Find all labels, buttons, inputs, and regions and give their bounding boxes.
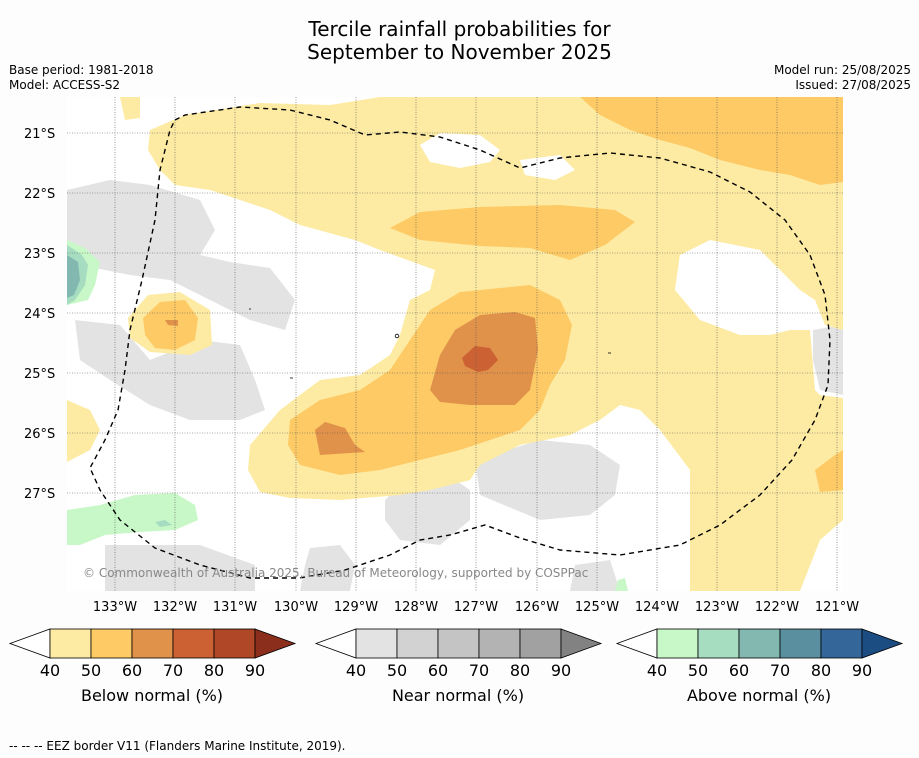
near-normal-colorbar: 40 50 60 70 80 90: [314, 628, 603, 680]
colorbar-under-triangle: [8, 628, 51, 659]
white-gap-2: [520, 155, 575, 180]
colorbar-segment: [437, 628, 480, 659]
above-normal-regions: [67, 240, 628, 591]
colorbar-segment: [49, 628, 92, 659]
colorbar-segment: [779, 628, 822, 659]
colorbar-tick-label: 50: [688, 661, 708, 680]
run-info: Model run: 25/08/2025 Issued: 27/08/2025: [774, 63, 911, 93]
lon-label: 132°W: [153, 600, 197, 615]
colorbar-segment: [131, 628, 174, 659]
colorbar-tick-label: 90: [852, 661, 872, 680]
lat-label: 23°S: [24, 247, 55, 262]
above-normal-label: Above normal (%): [686, 686, 832, 705]
lon-label: 125°W: [575, 600, 619, 615]
colorbar-tick-label: 60: [122, 661, 142, 680]
colorbar-over-triangle: [560, 628, 603, 659]
colorbar-segment: [697, 628, 740, 659]
colorbar-tick-label: 80: [204, 661, 224, 680]
model-run: Model run: 25/08/2025: [773, 63, 911, 77]
island-marks: [249, 308, 611, 379]
lon-label: 126°W: [515, 600, 559, 615]
lat-label: 25°S: [24, 367, 55, 382]
copyright-watermark: © Commonwealth of Australia 2025, Bureau…: [83, 566, 588, 580]
colorbar-under-triangle: [314, 628, 357, 659]
eez-border: [89, 106, 831, 579]
map-title: Tercile rainfall probabilities for Septe…: [0, 18, 919, 64]
colorbar-tick-label: 80: [811, 661, 831, 680]
below-normal-label: Below normal (%): [80, 686, 224, 705]
lat-label: 27°S: [24, 487, 55, 502]
lon-label: 123°W: [695, 600, 739, 615]
white-gap-3: [675, 245, 745, 320]
colorbar-segment: [355, 628, 398, 659]
colorbar-segment: [656, 628, 699, 659]
title-line-1: Tercile rainfall probabilities for: [308, 17, 611, 41]
colorbar-segment: [172, 628, 215, 659]
lat-label: 22°S: [24, 187, 55, 202]
lat-label: 24°S: [24, 307, 55, 322]
colorbar-tick-label: 50: [81, 661, 101, 680]
lon-label: 131°W: [213, 600, 257, 615]
colorbar-tick-label: 40: [346, 661, 366, 680]
colorbar-segment: [396, 628, 439, 659]
lon-label: 128°W: [394, 600, 438, 615]
below-normal-colorbar: 40 50 60 70 80 90: [8, 628, 297, 680]
near-normal-regions: [67, 115, 843, 591]
issued-date: Issued: 27/08/2025: [795, 78, 911, 92]
lat-label: 21°S: [24, 127, 55, 142]
colorbars: 40 50 60 70 80 90 40 50 60 70 80 90 40 50 60 70 80 90: [8, 628, 904, 680]
colorbar-tick-label: 90: [551, 661, 571, 680]
lon-label: 124°W: [635, 600, 679, 615]
longitude-labels: 133°W 132°W 131°W 130°W 129°W 128°W 127°…: [93, 600, 859, 615]
colorbar-under-triangle: [615, 628, 658, 659]
gridlines: [67, 97, 843, 591]
lon-label: 121°W: [815, 600, 859, 615]
above-normal-colorbar: 40 50 60 70 80 90: [615, 628, 904, 680]
title-line-2: September to November 2025: [307, 40, 612, 64]
colorbar-tick-label: 40: [647, 661, 667, 680]
colorbar-tick-label: 70: [163, 661, 183, 680]
colorbar-segment: [820, 628, 863, 659]
colorbar-segment: [738, 628, 781, 659]
lon-label: 127°W: [454, 600, 498, 615]
map-area: © Commonwealth of Australia 2025, Bureau…: [67, 97, 843, 591]
colorbar-tick-label: 40: [40, 661, 60, 680]
base-info: Base period: 1981-2018 Model: ACCESS-S2: [9, 63, 154, 93]
colorbar-tick-label: 50: [387, 661, 407, 680]
lon-label: 130°W: [274, 600, 318, 615]
near-normal-label: Near normal (%): [391, 686, 525, 705]
colorbar-over-triangle: [861, 628, 904, 659]
colorbar-tick-label: 70: [469, 661, 489, 680]
colorbar-tick-label: 90: [245, 661, 265, 680]
colorbar-segment: [478, 628, 521, 659]
colorbar-over-triangle: [254, 628, 297, 659]
colorbar-segment: [519, 628, 562, 659]
colorbar-tick-label: 60: [428, 661, 448, 680]
below-normal-70-regions: [462, 346, 498, 372]
model-name: Model: ACCESS-S2: [9, 78, 121, 92]
colorbar-tick-label: 80: [510, 661, 530, 680]
latitude-labels: 21°S 22°S 23°S 24°S 25°S 26°S 27°S: [24, 127, 55, 502]
white-gap: [420, 133, 500, 168]
lon-label: 133°W: [93, 600, 137, 615]
colorbar-segment: [90, 628, 133, 659]
eez-footnote: -- -- -- EEZ border V11 (Flanders Marine…: [9, 739, 346, 753]
lat-label: 26°S: [24, 427, 55, 442]
colorbar-tick-label: 60: [729, 661, 749, 680]
colorbar-tick-label: 70: [770, 661, 790, 680]
lon-label: 122°W: [755, 600, 799, 615]
lon-label: 129°W: [334, 600, 378, 615]
colorbar-segment: [213, 628, 256, 659]
base-period: Base period: 1981-2018: [9, 63, 154, 77]
